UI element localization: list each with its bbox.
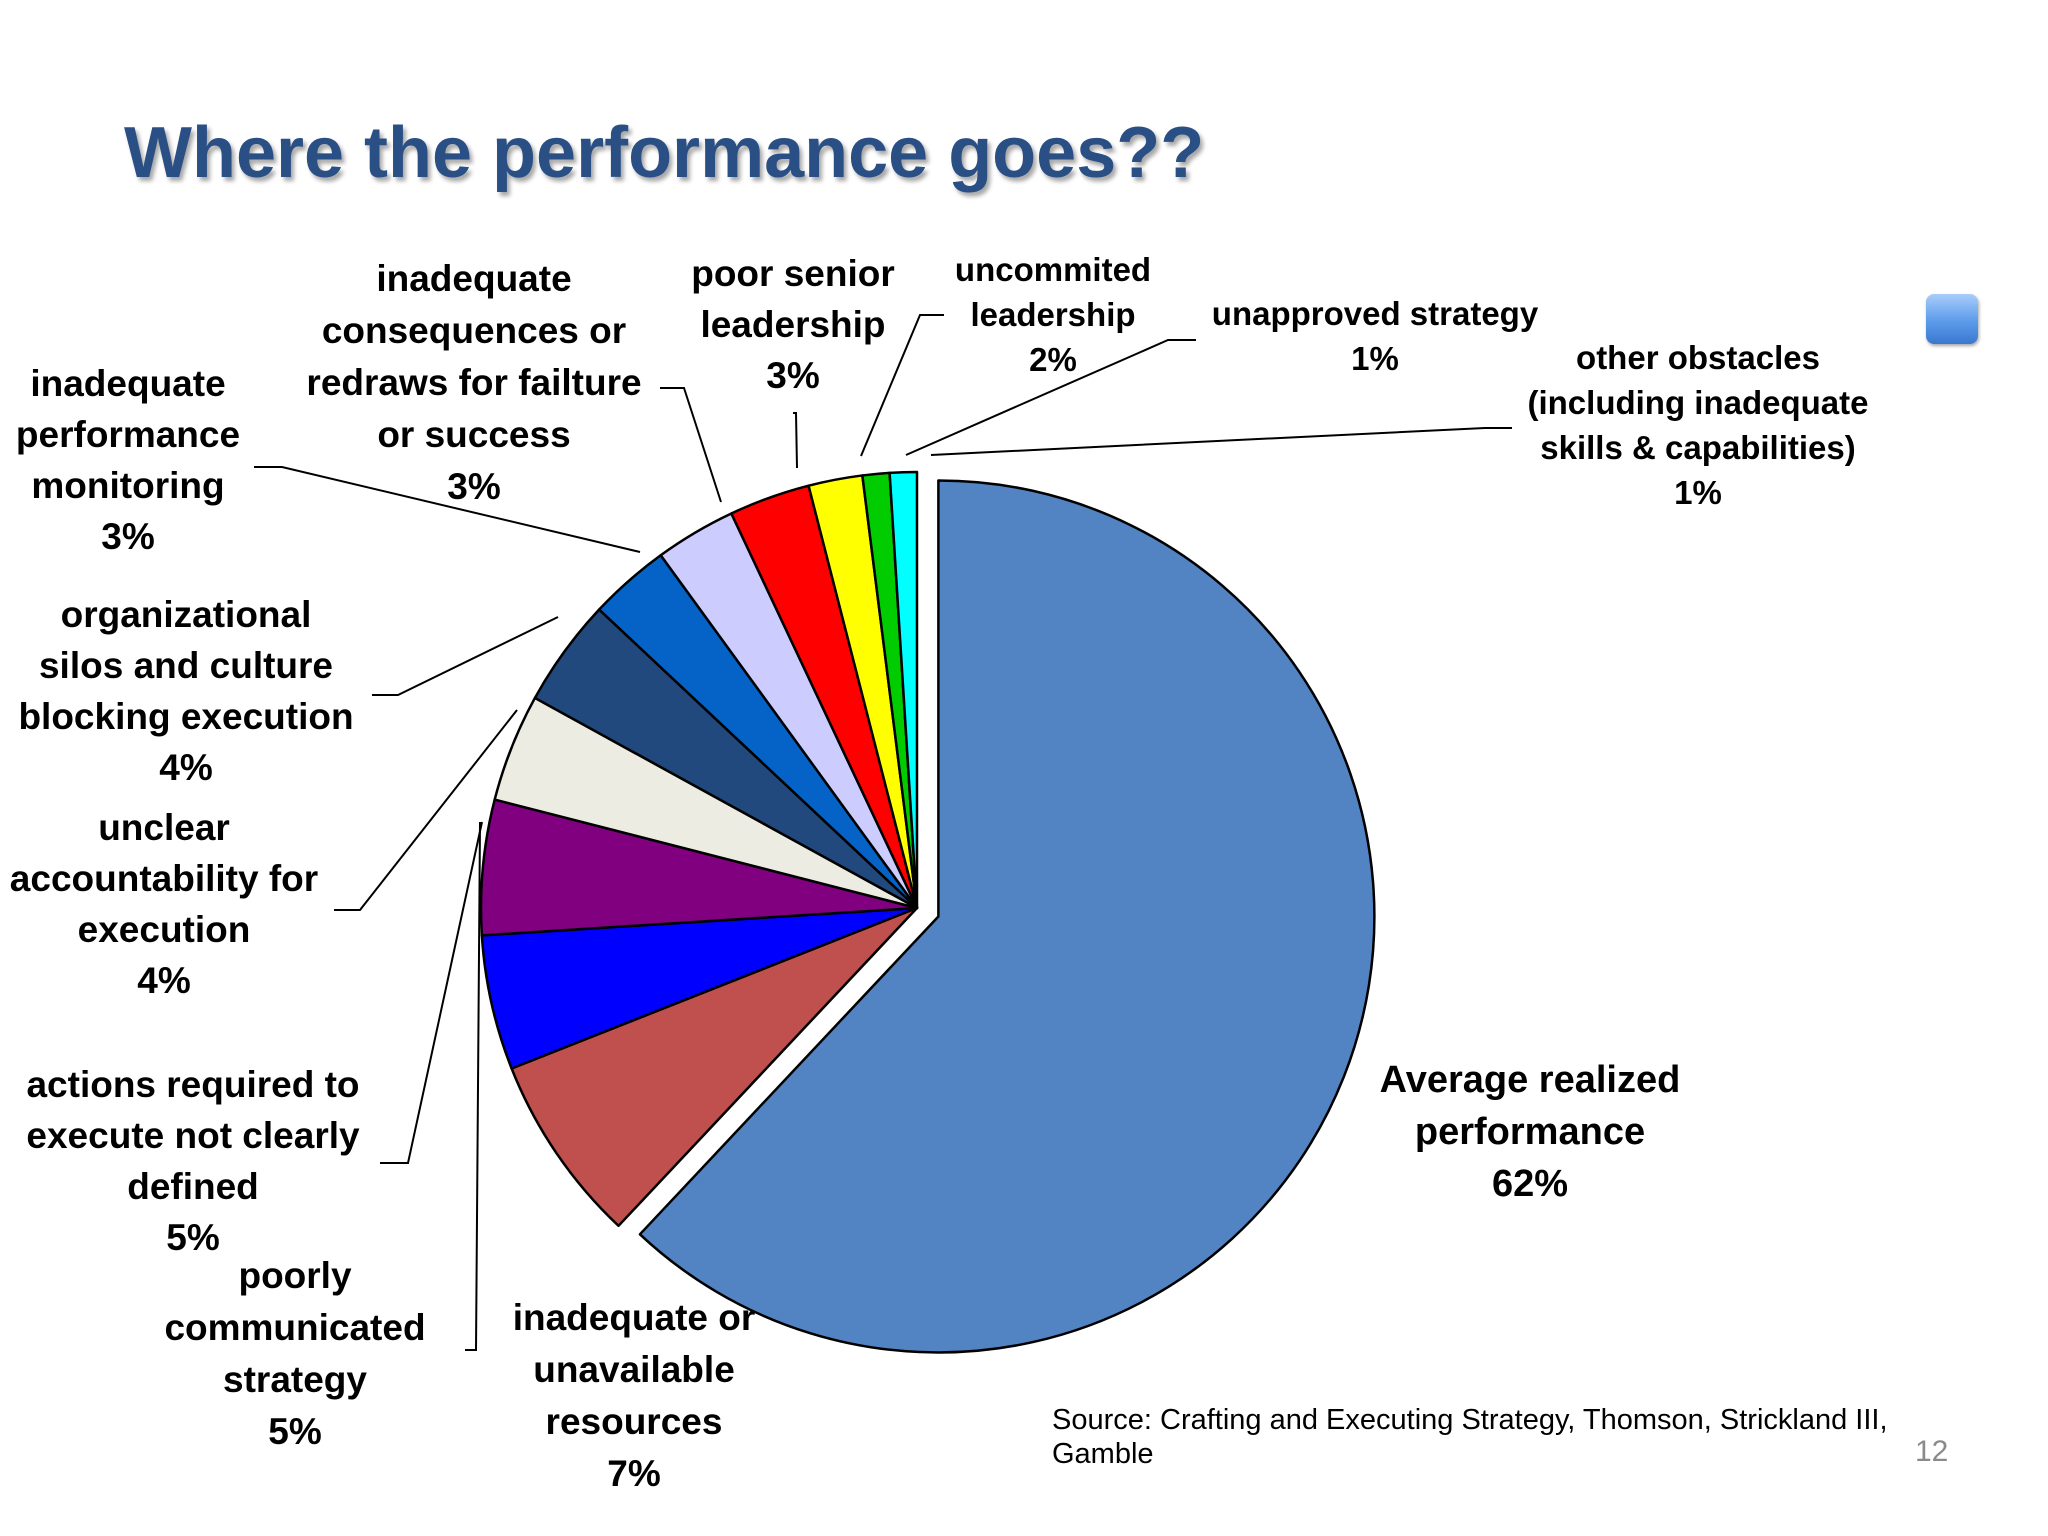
slice-label-line: strategy (223, 1359, 367, 1400)
slice-label-12: other obstacles (including inadequate skil… (1527, 339, 1868, 511)
slice-value-label: 3% (101, 516, 154, 557)
pie-slice-12 (888, 470, 919, 910)
slice-label-line: uncommited (955, 251, 1151, 288)
slice-label-line: Average realized (1380, 1059, 1681, 1101)
pie-slice-2 (510, 906, 919, 1228)
slice-label-line: inadequate (30, 363, 225, 404)
slice-label-line: performance (1415, 1111, 1645, 1153)
slice-value-label: 3% (766, 355, 819, 396)
slice-label-6: organizational silos and culture blocking … (18, 594, 353, 788)
slice-label-line: execute not clearly (26, 1115, 360, 1156)
slice-label-3: poorly communicated strategy 5% (164, 1255, 425, 1452)
slice-label-line: blocking execution (18, 696, 353, 737)
leader-line-5 (334, 709, 518, 911)
slice-label-line: leadership (970, 296, 1135, 333)
slice-value-label: 1% (1674, 474, 1722, 511)
slice-value-label: 3% (447, 466, 500, 507)
slide-title: Where the performance goes?? (124, 113, 1205, 193)
slice-label-line: performance (16, 414, 240, 455)
slice-label-line: communicated (164, 1307, 425, 1348)
slice-label-line: consequences or (322, 310, 626, 351)
slice-label-line: poorly (238, 1255, 351, 1296)
leader-line-12 (930, 427, 1512, 456)
slice-label-line: redraws for failture (306, 362, 641, 403)
slice-label-line: resources (546, 1401, 723, 1442)
slice-label-line: inadequate or (513, 1297, 756, 1338)
slice-label-line: monitoring (31, 465, 224, 506)
slice-label-line: skills & capabilities) (1540, 429, 1855, 466)
leader-line-7 (254, 466, 641, 553)
slice-label-4: actions required to execute not clearly de… (26, 1064, 360, 1258)
leader-line-9 (793, 412, 798, 469)
slice-label-line: accountability for (10, 858, 318, 899)
slice-label-line: unapproved strategy (1212, 295, 1539, 332)
slice-label-line: unclear (98, 807, 230, 848)
slice-label-line: defined (127, 1166, 259, 1207)
slice-label-line: actions required to (26, 1064, 359, 1105)
slice-label-line: inadequate (376, 258, 571, 299)
leader-line-4 (380, 821, 483, 1164)
slice-label-line: organizational (61, 594, 312, 635)
slice-label-1: Average realized performance 62% (1380, 1059, 1681, 1205)
slice-value-label: 7% (607, 1453, 660, 1494)
slice-label-7: inadequate performance monitoring 3% (16, 363, 240, 557)
leader-lines (254, 314, 1512, 1351)
slice-label-2: inadequate or unavailable resources 7% (513, 1297, 756, 1494)
slice-value-label: 5% (268, 1411, 321, 1452)
slice-label-line: execution (78, 909, 251, 950)
slice-label-9: poor senior leadership 3% (691, 253, 895, 396)
pie-slice-1 (638, 479, 1376, 1354)
slice-label-10: uncommited leadership 2% (955, 251, 1151, 378)
slice-value-label: 4% (159, 747, 212, 788)
blue-square-icon[interactable] (1926, 294, 1978, 344)
slice-label-line: other obstacles (1576, 339, 1820, 376)
slice-value-label: 1% (1351, 340, 1399, 377)
slice-label-line: poor senior (691, 253, 895, 294)
slice-value-label: 2% (1029, 341, 1077, 378)
source-note: Source: Crafting and Executing Strategy,… (1052, 1404, 1888, 1470)
slice-labels: Average realized performance 62% inadequate… (10, 251, 1869, 1494)
page-number: 12 (1915, 1435, 1949, 1468)
slice-label-line: silos and culture (39, 645, 333, 686)
pie-slices (479, 470, 1376, 1354)
slice-label-5: unclear accountability for execution 4% (10, 807, 318, 1001)
slice-value-label: 4% (137, 960, 190, 1001)
leader-line-6 (372, 616, 559, 696)
slice-label-line: or success (377, 414, 570, 455)
slice-value-label: 5% (166, 1217, 219, 1258)
leader-line-11 (905, 339, 1196, 456)
leader-line-10 (860, 314, 944, 457)
slice-label-11: unapproved strategy 1% (1212, 295, 1539, 377)
slice-label-8: inadequate consequences or redraws for fai… (306, 258, 641, 507)
slice-value-label: 62% (1492, 1163, 1568, 1205)
slice-label-line: unavailable (533, 1349, 735, 1390)
leader-line-3 (465, 821, 481, 1351)
slice-label-line: (including inadequate (1527, 384, 1868, 421)
leader-line-8 (660, 387, 722, 503)
slice-label-line: leadership (700, 304, 885, 345)
